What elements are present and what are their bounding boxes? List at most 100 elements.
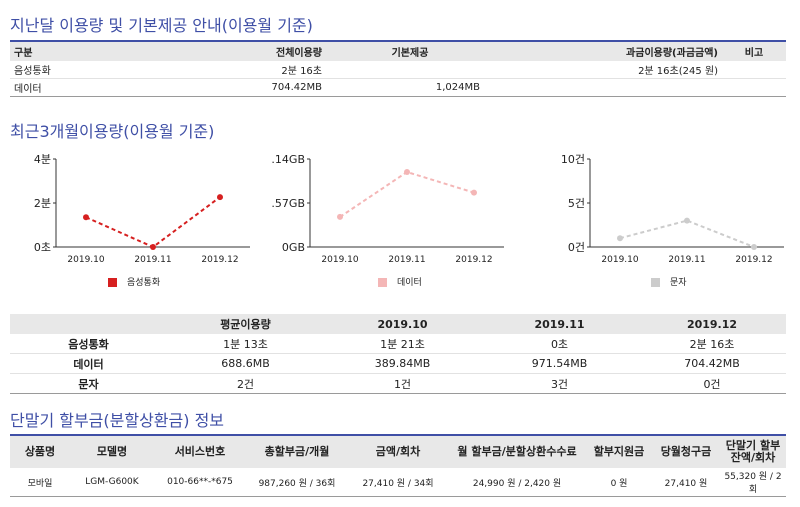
data-point	[684, 217, 690, 224]
data-point	[150, 244, 156, 250]
data-usage-chart: 1.14GB 0.57GB 0GB 2019.10 2019.11 2019.12	[272, 153, 504, 265]
cell: 2분 16초	[638, 334, 786, 354]
legend-sms: 문자	[651, 275, 687, 288]
data-point	[751, 244, 757, 250]
x-tick-label: 2019.11	[668, 255, 705, 265]
cell: 010-66**-*675	[154, 468, 246, 497]
installment-table: 상품명 모델명 서비스번호 총할부금/개월 금액/회차 월 할부금/분할상환수수…	[10, 434, 786, 497]
cell: 1,024MB	[336, 78, 484, 97]
cell	[722, 61, 786, 79]
col-header	[10, 314, 167, 334]
cell: 0건	[638, 373, 786, 394]
x-tick-label: 2019.12	[735, 255, 772, 265]
y-tick-label: 0GB	[282, 241, 305, 254]
col-header: 2019.11	[481, 314, 638, 334]
col-header: 금액/회차	[348, 435, 448, 468]
row-header: 문자	[10, 373, 167, 394]
data-point	[617, 235, 623, 242]
col-header: 과금이용량(과금금액)	[484, 41, 722, 61]
x-tick-label: 2019.10	[67, 255, 104, 265]
col-header: 당월청구금	[652, 435, 720, 468]
data-point	[404, 169, 410, 176]
legend-data: 데이터	[378, 275, 422, 288]
y-tick-label: 0초	[34, 241, 51, 254]
voice-usage-chart: 4분 2분 0초 2019.10 2019.11 2019.12	[34, 153, 250, 265]
table-row: 문자 2건 1건 3건 0건	[10, 373, 786, 394]
section-title-last-month: 지난달 이용량 및 기본제공 안내(이용월 기준)	[10, 16, 313, 35]
col-header: 서비스번호	[154, 435, 246, 468]
col-header: 구분	[10, 41, 108, 61]
y-tick-label: 2분	[34, 197, 51, 210]
cell: 3건	[481, 373, 638, 394]
col-header: 단말기 할부 잔액/회차	[720, 435, 786, 468]
row-header: 데이터	[10, 353, 167, 374]
cell: 모바일	[10, 468, 70, 497]
table-row: 모바일 LGM-G600K 010-66**-*675 987,260 원 / …	[10, 468, 786, 497]
series-line	[85, 196, 221, 249]
cell: 1분 13초	[167, 334, 324, 354]
col-header: 2019.10	[324, 314, 481, 334]
legend-voice: 음성통화	[108, 275, 160, 288]
col-header: 전체이용량	[108, 41, 336, 61]
cell: 688.6MB	[167, 353, 324, 374]
cell: 0 원	[586, 468, 652, 497]
col-header: 월 할부금/분할상환수수료	[448, 435, 586, 468]
cell: 704.42MB	[638, 353, 786, 374]
cell: 데이터	[10, 78, 108, 97]
legend-label: 음성통화	[127, 278, 161, 288]
x-tick-label: 2019.11	[134, 255, 171, 265]
x-tick-label: 2019.11	[388, 255, 425, 265]
col-header: 총할부금/개월	[246, 435, 348, 468]
col-header: 상품명	[10, 435, 70, 468]
cell: 971.54MB	[481, 353, 638, 374]
cell	[484, 78, 722, 97]
cell: 987,260 원 / 36회	[246, 468, 348, 497]
cell: 1분 21초	[324, 334, 481, 354]
cell: 27,410 원 / 34회	[348, 468, 448, 497]
col-header: 2019.12	[638, 314, 786, 334]
legend-swatch	[651, 278, 660, 287]
cell	[722, 78, 786, 97]
y-tick-label: 0.57GB	[272, 197, 305, 210]
cell: 2분 16초	[108, 61, 336, 79]
x-tick-label: 2019.10	[601, 255, 638, 265]
legend-label: 문자	[670, 278, 687, 288]
cell: 389.84MB	[324, 353, 481, 374]
last-month-usage-table: 구분 전체이용량 기본제공 과금이용량(과금금액) 비고 음성통화 2분 16초…	[10, 40, 786, 97]
x-tick-label: 2019.10	[321, 255, 358, 265]
cell: 음성통화	[10, 61, 108, 79]
y-tick-label: 5건	[568, 197, 585, 210]
cell: 2건	[167, 373, 324, 394]
cell	[336, 61, 484, 79]
cell: 704.42MB	[108, 78, 336, 97]
legend-label: 데이터	[397, 278, 422, 288]
cell: 0초	[481, 334, 638, 354]
data-point	[337, 213, 343, 220]
section-title-installment: 단말기 할부금(분할상환금) 정보	[10, 411, 225, 430]
data-point	[471, 189, 477, 196]
legend-swatch	[108, 278, 117, 287]
table-row: 데이터 704.42MB 1,024MB	[10, 78, 786, 97]
x-tick-label: 2019.12	[455, 255, 492, 265]
cell: 24,990 원 / 2,420 원	[448, 468, 586, 497]
section-title-recent-3-months: 최근3개월이용량(이용월 기준)	[10, 122, 215, 141]
series-line	[339, 170, 475, 218]
series-line	[619, 219, 755, 248]
legend-swatch	[378, 278, 387, 287]
cell: 1건	[324, 373, 481, 394]
cell: 2분 16초(245 원)	[484, 61, 722, 79]
table-row: 음성통화 2분 16초 2분 16초(245 원)	[10, 61, 786, 79]
y-tick-label: 1.14GB	[272, 153, 305, 166]
data-point	[83, 214, 89, 221]
sms-usage-chart: 10건 5건 0건 2019.10 2019.11 2019.12	[561, 153, 784, 265]
x-tick-label: 2019.12	[201, 255, 238, 265]
cell: LGM-G600K	[70, 468, 154, 497]
table-row: 음성통화 1분 13초 1분 21초 0초 2분 16초	[10, 334, 786, 354]
cell: 27,410 원	[652, 468, 720, 497]
y-tick-label: 0건	[568, 241, 585, 254]
cell: 55,320 원 / 2회	[720, 468, 786, 497]
col-header: 평균이용량	[167, 314, 324, 334]
table-row: 데이터 688.6MB 389.84MB 971.54MB 704.42MB	[10, 353, 786, 374]
col-header: 모델명	[70, 435, 154, 468]
col-header: 기본제공	[336, 41, 484, 61]
